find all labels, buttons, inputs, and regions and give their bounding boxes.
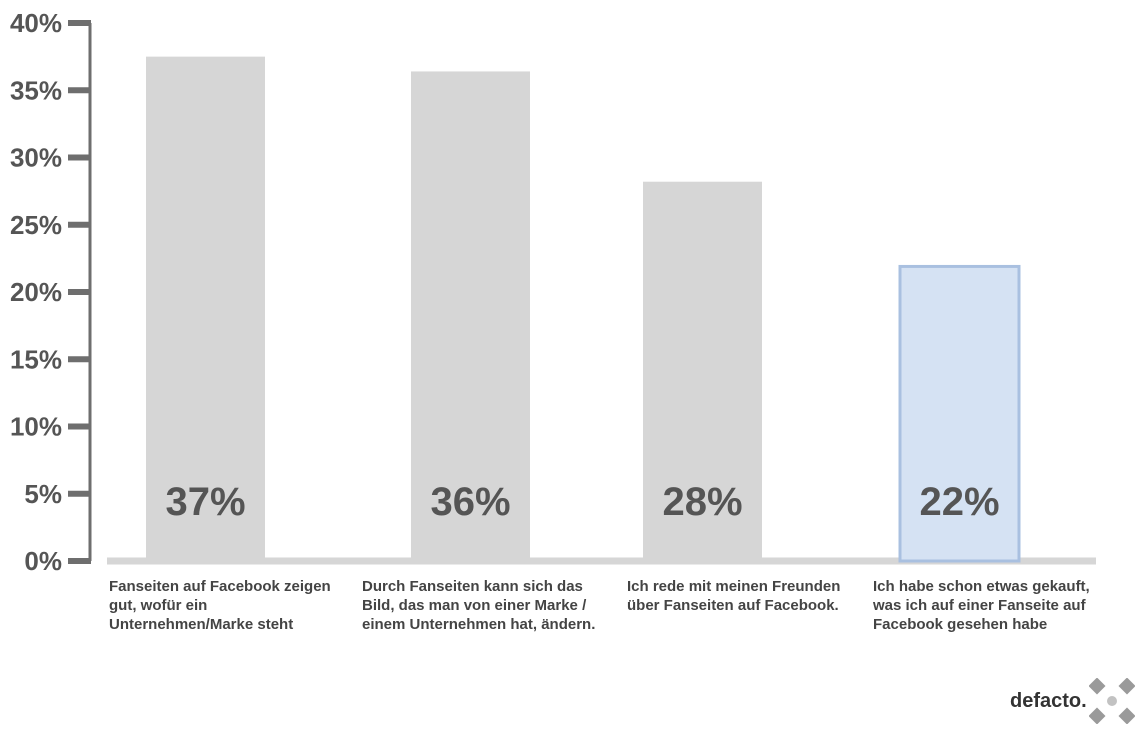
y-tick-label: 40%: [10, 8, 62, 38]
y-tick-label: 0%: [24, 546, 62, 576]
data-label-1: 37%: [165, 480, 245, 524]
bar-1: [146, 56, 265, 561]
data-label-4: 22%: [919, 480, 999, 524]
data-label-2: 36%: [430, 480, 510, 524]
y-tick-label: 25%: [10, 210, 62, 240]
y-tick-label: 10%: [10, 412, 62, 442]
data-label-3: 28%: [662, 480, 742, 524]
y-tick-label: 15%: [10, 344, 62, 374]
bar-4: [898, 264, 1021, 563]
category-label-1: Fanseiten auf Facebook zeigen gut, wofür…: [109, 578, 331, 633]
data-labels: 37% 36% 28% 22%: [165, 480, 999, 524]
bar-3: [643, 181, 762, 561]
category-label-3: Ich rede mit meinen Freunden über Fansei…: [627, 578, 841, 614]
logo-mark-icon: [1088, 678, 1135, 724]
y-tick-label: 20%: [10, 277, 62, 307]
bar-2: [411, 71, 530, 562]
category-label-2: Durch Fanseiten kann sich das Bild, das …: [362, 578, 596, 633]
bars: [146, 56, 1021, 563]
defacto-logo: defacto.: [1010, 678, 1135, 724]
logo-text: defacto.: [1010, 689, 1087, 712]
y-tick-label: 30%: [10, 143, 62, 173]
category-label-4: Ich habe schon etwas gekauft, was ich au…: [873, 578, 1090, 633]
y-tick-label: 5%: [24, 479, 62, 509]
y-tick-label: 35%: [10, 75, 62, 105]
